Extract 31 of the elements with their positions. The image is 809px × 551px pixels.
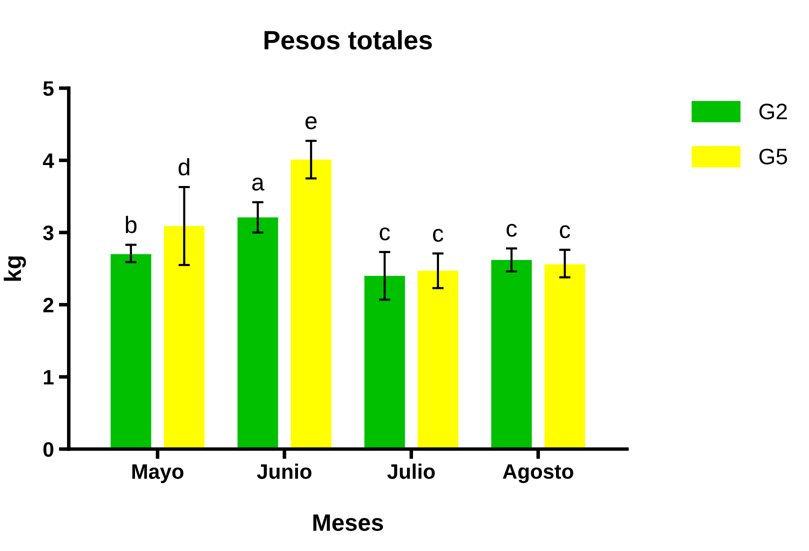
bar [364,276,405,450]
x-tick-label: Mayo [132,464,184,484]
x-tick-label: Julio [387,464,435,479]
x-tick-label: Junio [256,464,312,479]
y-tick-label: 0 [43,442,54,457]
data-label: a [252,178,264,191]
y-tick-label: 5 [43,81,54,96]
y-tick-label: 4 [42,154,54,168]
legend-label: G2 [759,104,787,120]
bar [290,160,332,450]
data-label: c [433,228,444,242]
x-axis-title: Meses [313,514,383,531]
bar [164,226,205,450]
chart-title: Pesos totales [264,30,432,50]
legend-label: G5 [759,148,788,164]
bar [544,264,586,450]
x-tick-label: Agosto [502,464,574,484]
y-tick-label: 2 [43,298,54,312]
y-tick-label: 3 [43,226,54,240]
bar [418,270,458,450]
data-label: e [306,116,317,130]
bar [237,217,278,450]
data-label: c [506,224,517,237]
bar [491,260,532,450]
bar [110,254,152,450]
y-axis-title: kg [4,256,26,281]
data-label: d [178,158,190,176]
y-tick-label: 1 [44,370,54,384]
data-label: b [126,216,137,234]
data-label: c [380,227,390,240]
data-label: c [560,225,570,238]
